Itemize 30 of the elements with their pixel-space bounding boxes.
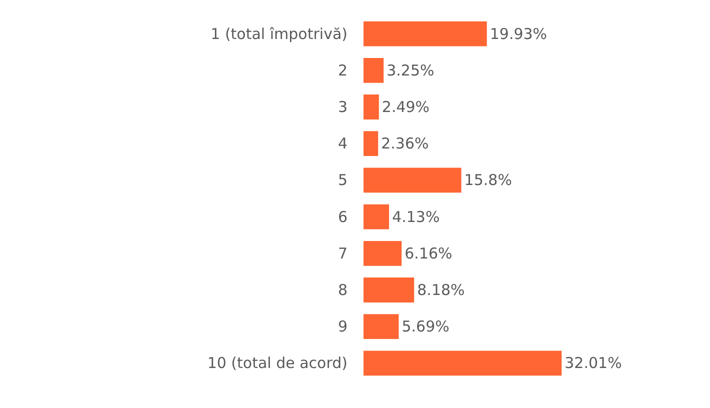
bar — [364, 314, 399, 340]
bar — [364, 278, 414, 302]
y-tick-label: 5 — [338, 171, 348, 190]
data-label: 6.16% — [404, 244, 452, 262]
y-tick-label: 6 — [338, 208, 348, 226]
bar — [364, 240, 402, 266]
y-tick-label: 4 — [338, 134, 348, 153]
y-tick-label: 3 — [338, 98, 348, 116]
bar — [364, 58, 384, 83]
data-label: 3.25% — [386, 61, 434, 80]
y-tick-label: 2 — [338, 61, 348, 80]
data-label: 15.8% — [464, 171, 512, 190]
y-tick-label: 10 (total de acord) — [207, 354, 348, 372]
data-label: 2.36% — [381, 134, 429, 153]
bar — [364, 350, 562, 376]
bar — [364, 21, 487, 46]
data-label: 5.69% — [402, 318, 450, 336]
y-tick-label: 7 — [338, 244, 348, 262]
data-label: 32.01% — [564, 354, 622, 372]
bar — [364, 204, 390, 230]
bar — [364, 168, 462, 193]
data-label: 19.93% — [490, 24, 548, 43]
y-tick-label: 1 (total împotrivă) — [210, 24, 348, 43]
y-tick-label: 9 — [338, 318, 348, 336]
data-label: 8.18% — [417, 281, 465, 299]
bar — [364, 131, 378, 156]
data-label: 2.49% — [382, 98, 430, 116]
y-tick-label: 8 — [338, 281, 348, 299]
bar — [364, 94, 379, 120]
data-label: 4.13% — [392, 208, 440, 226]
